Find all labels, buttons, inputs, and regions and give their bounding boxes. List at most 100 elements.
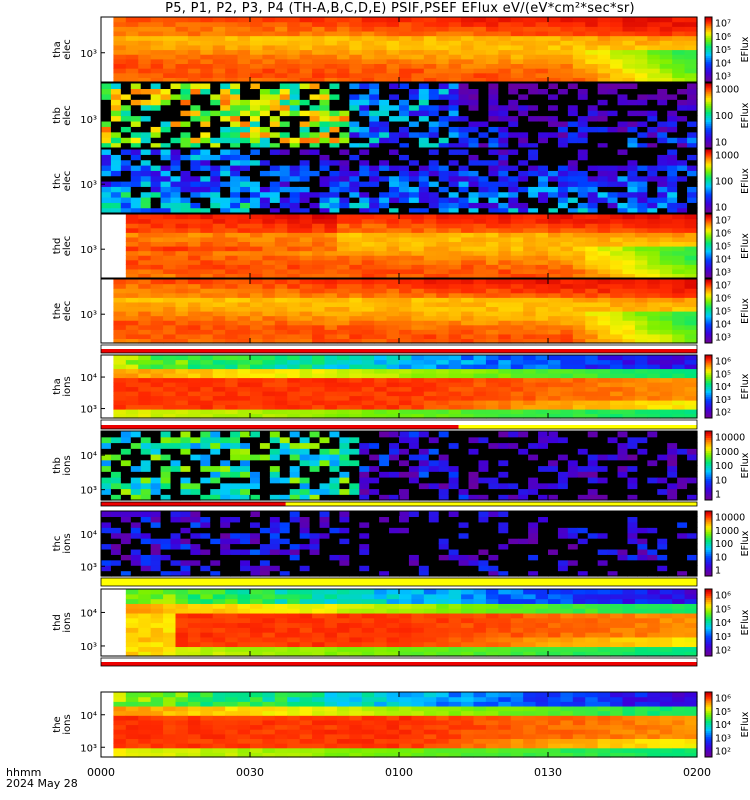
ytick-label: 10³ xyxy=(80,245,97,256)
colorbar-tick-label: 100 xyxy=(715,461,733,472)
ytick-label: 10³ xyxy=(80,405,97,416)
colorbar-tick-label: 10³ xyxy=(715,72,731,83)
separator-strips xyxy=(100,344,698,690)
panel-thd-elec: thdelec 10³ 10⁷ 10⁶ 10⁵ 10⁴ 10³ EFlux xyxy=(52,213,750,279)
ytick-label: 10³ xyxy=(80,310,97,321)
ytick-label: 10³ xyxy=(80,743,97,754)
heatmap-cells xyxy=(113,279,698,344)
ytick-label: 10⁴ xyxy=(80,451,97,462)
colorbar-tick-label: 100 xyxy=(715,111,733,122)
heatmap-cells xyxy=(101,83,698,149)
panel-ylabel: thaelec xyxy=(52,39,73,60)
heatmap-cells xyxy=(125,589,698,657)
colorbar-tick-label: 10⁴ xyxy=(715,58,731,69)
colorbar: 1000 100 10 EFlux xyxy=(704,148,750,214)
colorbar-tick-label: 10000 xyxy=(715,433,745,444)
colorbar-tick-label: 10⁵ xyxy=(715,369,731,380)
colorbar-tick-label: 10⁴ xyxy=(715,720,731,731)
panel-ylabel: thaions xyxy=(52,376,73,396)
colorbar-tick-label: 10 xyxy=(715,552,727,563)
colorbar-tick-label: 10⁵ xyxy=(715,604,731,615)
ytick-label: 10⁴ xyxy=(80,608,97,619)
colorbar-tick-label: 10⁴ xyxy=(715,382,731,393)
colorbar-label: EFlux xyxy=(740,711,750,737)
colorbar-label: EFlux xyxy=(740,298,750,324)
ytick-label: 10⁴ xyxy=(80,530,97,541)
date-label: 2024 May 28 xyxy=(6,777,78,790)
colorbar-tick-label: 10000 xyxy=(715,513,745,524)
panel-ylabel: thdelec xyxy=(52,236,73,257)
colorbar-tick-label: 10² xyxy=(715,408,731,419)
colorbar: 10000 1000 100 10 1 EFlux xyxy=(704,430,750,501)
colorbar-tick-label: 10⁵ xyxy=(715,307,731,318)
tick-0100: 0100 xyxy=(385,766,413,779)
colorbar-tick-label: 10⁴ xyxy=(715,618,731,629)
ytick-label: 10³ xyxy=(80,180,97,191)
tick-0130: 0130 xyxy=(534,766,562,779)
ytick-label: 10³ xyxy=(80,562,97,573)
panel-the-elec: theelec 10³ 10⁷ 10⁶ 10⁵ 10⁴ 10³ EFlux xyxy=(52,278,750,344)
ytick-label: 10³ xyxy=(80,486,97,497)
colorbar-label: EFlux xyxy=(740,609,750,635)
colorbar-tick-label: 100 xyxy=(715,539,733,550)
ytick-label: 10³ xyxy=(80,642,97,653)
colorbar: 1000 100 10 EFlux xyxy=(704,82,750,149)
colorbar: 10⁷ 10⁶ 10⁵ 10⁴ 10³ EFlux xyxy=(704,213,750,279)
colorbar-tick-label: 1000 xyxy=(715,85,739,96)
colorbar-tick-label: 10⁶ xyxy=(715,357,731,368)
heatmap-cells xyxy=(125,214,698,279)
time-format-label: hhmm xyxy=(6,766,42,779)
panel-thc-ions: thcions 10⁴ 10³ 10000 1000 100 10 1 EFlux xyxy=(52,510,750,577)
panel-thd-ions: thdions 10⁴ 10³ 10⁶ 10⁵ 10⁴ 10³ 10² EFlux xyxy=(52,588,750,657)
colorbar-tick-label: 10³ xyxy=(715,268,731,279)
colorbar-tick-label: 10⁶ xyxy=(715,591,731,602)
colorbar: 10⁶ 10⁵ 10⁴ 10³ 10² EFlux xyxy=(704,588,750,657)
colorbar-tick-label: 1000 xyxy=(715,447,739,458)
colorbar-label: EFlux xyxy=(740,168,750,194)
panel-ylabel: theions xyxy=(52,714,73,734)
colorbar-label: EFlux xyxy=(740,373,750,399)
colorbar-tick-label: 100 xyxy=(715,177,733,188)
colorbar: 10000 1000 100 10 1 EFlux xyxy=(704,510,750,577)
colorbar-tick-label: 1 xyxy=(715,490,721,501)
ytick-label: 10⁴ xyxy=(80,373,97,384)
ytick-label: 10³ xyxy=(80,49,97,60)
heatmap-cells xyxy=(113,692,698,758)
colorbar-tick-label: 10⁶ xyxy=(715,694,731,705)
colorbar-tick-label: 10² xyxy=(715,646,731,657)
colorbar-tick-label: 1000 xyxy=(715,151,739,162)
colorbar-label: EFlux xyxy=(740,452,750,478)
colorbar-tick-label: 1000 xyxy=(715,526,739,537)
colorbar-label: EFlux xyxy=(740,102,750,128)
panel-thb-elec: thbelec 10³ 1000 100 10 EFlux xyxy=(52,82,750,149)
colorbar-tick-label: 10⁶ xyxy=(715,32,731,43)
colorbar-tick-label: 10³ xyxy=(715,632,731,643)
panel-ylabel: thcelec xyxy=(52,171,73,192)
colorbar-label: EFlux xyxy=(740,233,750,259)
colorbar-tick-label: 10⁶ xyxy=(715,294,731,305)
chart-title: P5, P1, P2, P3, P4 (TH-A,B,C,D,E) PSIF,P… xyxy=(165,1,635,16)
colorbar: 10⁷ 10⁶ 10⁵ 10⁴ 10³ EFlux xyxy=(704,16,750,83)
panel-ylabel: thcions xyxy=(52,533,73,553)
colorbar-tick-label: 10³ xyxy=(715,333,731,344)
panel-the-ions: theions 10⁴ 10³ 10⁶ 10⁵ 10⁴ 10³ 10² EFlux xyxy=(52,691,750,758)
colorbar-tick-label: 10³ xyxy=(715,395,731,406)
colorbar-tick-label: 10⁷ xyxy=(715,216,731,227)
tick-0200: 0200 xyxy=(683,766,711,779)
x-axis: 0000 0030 0100 0130 0200 xyxy=(87,766,711,779)
panel-thc-elec: thcelec 10³ 1000 100 10 EFlux xyxy=(52,148,750,214)
colorbar-label: EFlux xyxy=(740,36,750,62)
colorbar-tick-label: 10² xyxy=(715,747,731,758)
colorbar-tick-label: 10 xyxy=(715,203,727,214)
panel-tha-elec: thaelec 10³ 10⁷ 10⁶ 10⁵ 10⁴ 10³ EFlux xyxy=(52,16,750,83)
panel-ylabel: thbelec xyxy=(52,105,73,126)
colorbar-tick-label: 10⁴ xyxy=(715,320,731,331)
colorbar-tick-label: 10⁵ xyxy=(715,707,731,718)
heatmap-cells xyxy=(101,149,698,214)
colorbar-tick-label: 10⁵ xyxy=(715,242,731,253)
ytick-label: 10⁴ xyxy=(80,711,97,722)
